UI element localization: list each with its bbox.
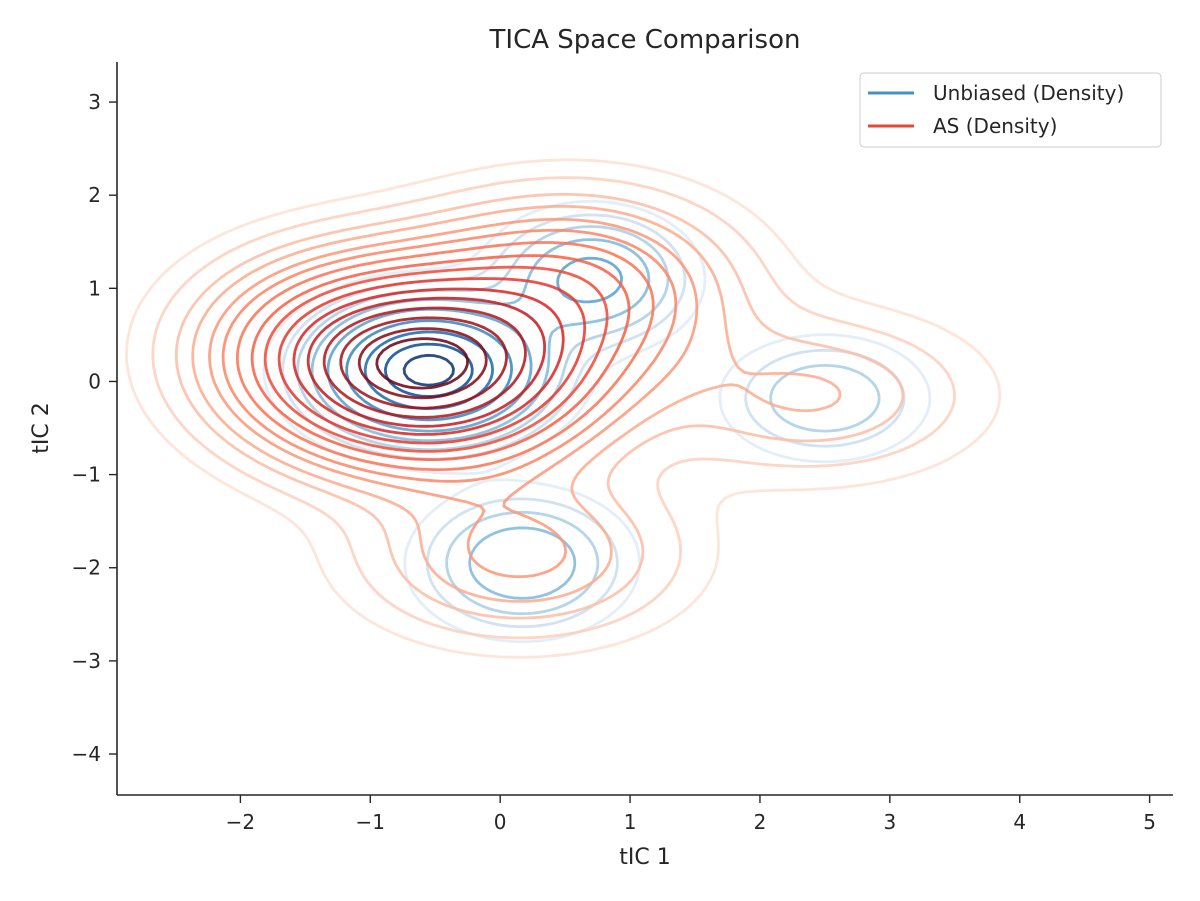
as-density-contour bbox=[277, 277, 587, 445]
x-axis-label: tIC 1 bbox=[619, 845, 670, 870]
y-tick-label: −2 bbox=[72, 556, 101, 580]
y-tick-label: −1 bbox=[72, 463, 101, 487]
legend-label-unbiased: Unbiased (Density) bbox=[933, 81, 1124, 105]
as-density-contour bbox=[151, 176, 956, 640]
legend-box bbox=[859, 72, 1162, 148]
x-tick-label: −2 bbox=[226, 810, 255, 834]
as-density-contour bbox=[263, 265, 609, 453]
as-density-contour bbox=[191, 205, 842, 603]
contour-layer bbox=[125, 158, 1002, 659]
unbiased-density-contour bbox=[296, 225, 881, 616]
as-density-contour bbox=[306, 296, 546, 428]
as-density-contour bbox=[375, 337, 469, 390]
as-density-contour bbox=[322, 306, 527, 419]
as-density-contour bbox=[292, 287, 565, 436]
unbiased-density-contour bbox=[310, 238, 651, 600]
y-tick-label: 2 bbox=[88, 183, 101, 207]
x-tick-label: 5 bbox=[1143, 810, 1156, 834]
as-density-contour bbox=[236, 241, 655, 471]
y-tick-label: 0 bbox=[88, 369, 101, 393]
x-tick-label: 3 bbox=[883, 810, 896, 834]
as-density-contour bbox=[174, 192, 905, 620]
as-density-contour bbox=[339, 316, 508, 410]
y-tick-label: 3 bbox=[88, 90, 101, 114]
x-tick-label: 4 bbox=[1013, 810, 1026, 834]
as-density-contour bbox=[208, 217, 699, 579]
y-tick-label: −3 bbox=[72, 649, 101, 673]
x-tick-label: 2 bbox=[754, 810, 767, 834]
as-density-contour bbox=[221, 228, 678, 483]
as-density-contour bbox=[357, 327, 488, 400]
as-density-contour bbox=[125, 158, 1002, 659]
legend: Unbiased (Density) AS (Density) bbox=[859, 72, 1162, 148]
x-tick-label: 1 bbox=[624, 810, 637, 834]
unbiased-density-contour bbox=[281, 213, 906, 629]
legend-label-as: AS (Density) bbox=[933, 114, 1057, 138]
as-density-contour bbox=[250, 254, 631, 461]
y-axis-ticks: −4 −3 −2 −1 0 1 2 3 bbox=[72, 90, 117, 766]
x-axis-ticks: −2 −1 0 1 2 3 4 5 bbox=[226, 795, 1156, 834]
x-tick-label: −1 bbox=[356, 810, 385, 834]
y-axis-label: tIC 2 bbox=[29, 402, 54, 453]
chart-title: TICA Space Comparison bbox=[489, 25, 801, 55]
x-tick-label: 0 bbox=[494, 810, 507, 834]
unbiased-density-contour bbox=[402, 353, 455, 387]
y-tick-label: −4 bbox=[72, 742, 101, 766]
unbiased-density-contour bbox=[262, 199, 932, 644]
y-tick-label: 1 bbox=[88, 276, 101, 300]
